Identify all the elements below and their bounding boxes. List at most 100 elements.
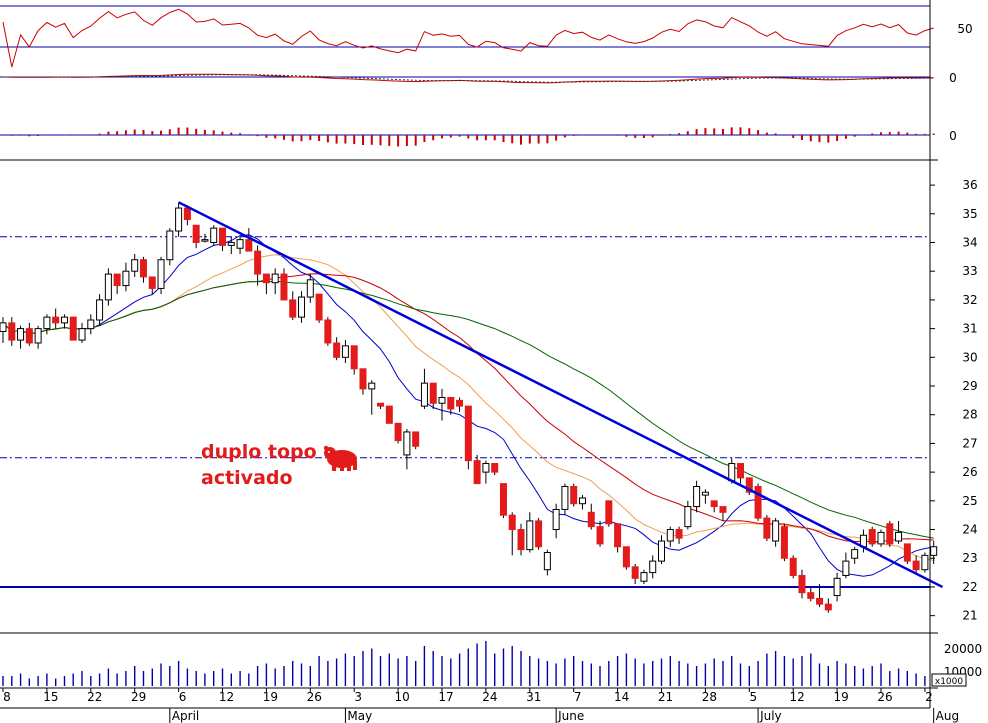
candle-body xyxy=(614,523,622,548)
oscillator-line xyxy=(2,8,934,68)
candle-body xyxy=(122,270,130,287)
candle-body xyxy=(745,477,753,493)
price-tick-label: 24 xyxy=(962,523,977,537)
candle-body xyxy=(78,328,86,341)
date-tick-label: 14 xyxy=(614,690,629,704)
bear-icon xyxy=(323,445,357,471)
candle-body xyxy=(499,483,507,516)
candle xyxy=(851,546,859,564)
macd-panel xyxy=(0,73,934,84)
candle-body xyxy=(622,546,630,568)
candle xyxy=(535,518,543,550)
macd-tick: 0 xyxy=(949,71,957,85)
candle xyxy=(693,480,701,513)
candle-body xyxy=(903,543,911,562)
candle xyxy=(596,520,604,547)
annotation-line-2: activado xyxy=(201,467,293,489)
candle xyxy=(157,256,165,295)
candle xyxy=(34,325,42,349)
candle xyxy=(210,225,218,246)
candle xyxy=(298,291,306,323)
candle-body xyxy=(517,529,525,551)
date-tick-label: 21 xyxy=(658,690,673,704)
price-tick-label: 35 xyxy=(962,207,977,221)
candle xyxy=(833,572,841,602)
candle-body xyxy=(658,540,665,562)
month-label: June xyxy=(557,709,584,723)
candle-body xyxy=(377,402,385,407)
candle-body xyxy=(649,560,657,574)
candle-body xyxy=(851,549,859,559)
candle-body xyxy=(587,511,595,528)
candle xyxy=(350,345,358,375)
candle xyxy=(192,224,200,249)
price-tick-label: 36 xyxy=(962,178,977,192)
annotation-line-1: duplo topo xyxy=(201,441,317,463)
candle-body xyxy=(772,520,780,542)
candle xyxy=(78,322,86,343)
ma-10-line xyxy=(2,234,934,577)
candle xyxy=(824,598,832,613)
candle-body xyxy=(719,506,727,513)
candle xyxy=(139,256,147,283)
price-panel xyxy=(0,201,944,613)
candle-body xyxy=(833,577,841,597)
candle-body xyxy=(631,566,639,579)
candle xyxy=(227,236,235,254)
candle xyxy=(552,503,560,539)
candle xyxy=(306,274,314,303)
candle xyxy=(341,340,349,364)
candle xyxy=(175,202,183,237)
month-label: April xyxy=(172,709,199,723)
candle xyxy=(60,314,68,329)
candle-body xyxy=(543,552,551,571)
date-tick-label: 10 xyxy=(394,690,409,704)
candle-body xyxy=(491,463,499,473)
candle-body xyxy=(464,405,472,462)
candle-body xyxy=(306,279,314,298)
candle-body xyxy=(824,603,832,611)
candle-body xyxy=(912,560,920,571)
macd-signal-line xyxy=(3,74,934,83)
candle xyxy=(921,552,929,573)
candle xyxy=(561,483,569,516)
candle-body xyxy=(131,259,139,272)
candle-body xyxy=(482,463,490,473)
candle xyxy=(113,273,121,295)
candle xyxy=(622,546,630,570)
candle xyxy=(122,262,130,292)
candle xyxy=(807,586,815,602)
candle xyxy=(0,317,7,343)
candle xyxy=(245,228,253,252)
candle xyxy=(903,543,911,564)
candle-body xyxy=(508,514,516,531)
date-tick-label: 8 xyxy=(3,690,11,704)
date-tick-label: 17 xyxy=(438,690,453,704)
price-tick-label: 34 xyxy=(962,236,977,250)
price-tick-label: 23 xyxy=(962,551,977,565)
candle-body xyxy=(17,328,25,341)
candle xyxy=(763,515,771,542)
candle xyxy=(895,520,903,544)
candle xyxy=(166,228,174,266)
candle xyxy=(754,483,762,521)
date-tick-label: 19 xyxy=(833,690,848,704)
candle-body xyxy=(219,227,226,246)
candle-body xyxy=(227,242,235,246)
price-tick-label: 31 xyxy=(962,322,977,336)
candle-body xyxy=(104,273,112,301)
candle xyxy=(631,563,639,585)
candle xyxy=(816,584,824,608)
candle-body xyxy=(333,342,341,358)
candle xyxy=(456,397,464,412)
candle-body xyxy=(262,273,270,284)
candle-body xyxy=(69,316,77,341)
candle xyxy=(17,325,25,349)
oscillator-panel xyxy=(0,5,934,68)
candle xyxy=(262,273,270,295)
candle xyxy=(429,382,437,409)
candle xyxy=(930,541,938,564)
candle xyxy=(464,405,472,470)
candle-body xyxy=(675,529,683,539)
